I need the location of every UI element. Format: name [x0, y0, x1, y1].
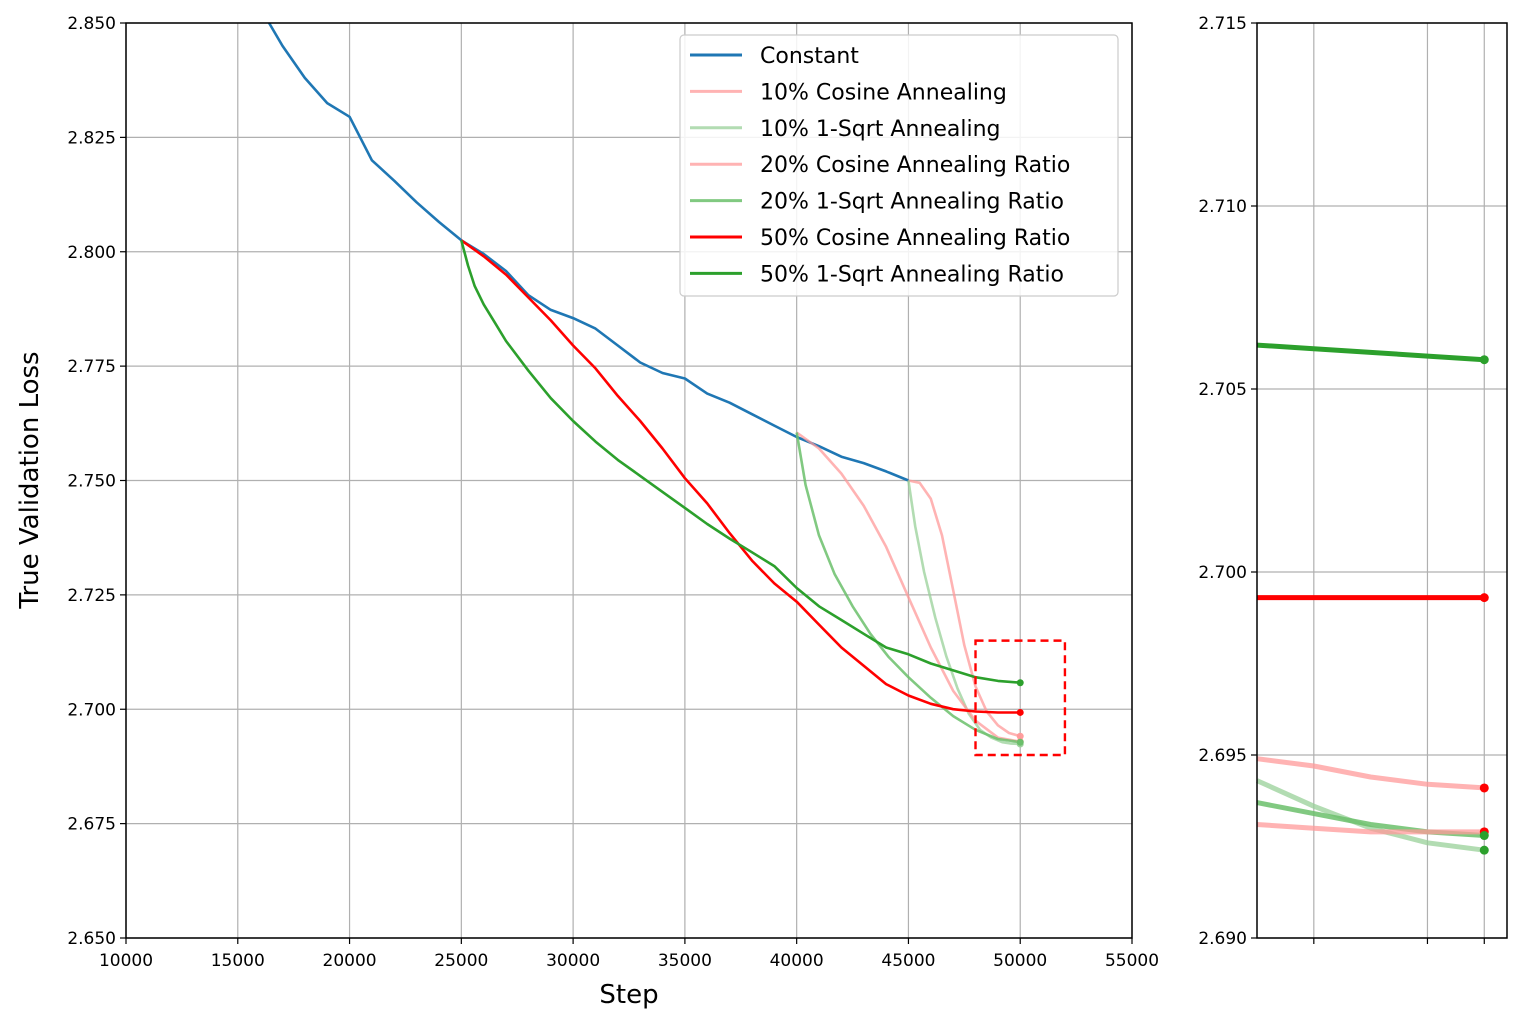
series-end-marker	[1016, 732, 1024, 740]
legend-label: 50% 1-Sqrt Annealing Ratio	[760, 262, 1064, 287]
zoom-y-tick-label: 2.710	[1198, 197, 1247, 217]
y-tick-label: 2.650	[67, 929, 116, 949]
zoom-panel: 2.690 2.695 2.700 2.705 2.710 2.715	[1198, 14, 1508, 949]
y-tick-label: 2.700	[67, 700, 116, 720]
zoom-ticks: 2.690 2.695 2.700 2.705 2.710 2.715	[1198, 14, 1485, 949]
series-line-1	[908, 479, 1021, 738]
y-axis-label: True Validation Loss	[15, 351, 45, 609]
legend-label: 50% Cosine Annealing Ratio	[760, 226, 1070, 251]
series-end-marker	[1016, 679, 1024, 687]
y-tick-label: 2.675	[67, 815, 116, 835]
x-tick-label: 40000	[770, 951, 824, 971]
zoom-end-marker	[1479, 845, 1489, 855]
series-line-3	[795, 431, 1021, 743]
zoom-series	[1255, 342, 1485, 853]
series-line-6	[460, 239, 1021, 684]
legend-label: 20% Cosine Annealing Ratio	[760, 153, 1070, 178]
series-line-5	[460, 239, 1021, 714]
zoom-end-marker	[1479, 831, 1489, 841]
zoom-series-line-0	[1256, 342, 1485, 363]
x-tick-label: 35000	[658, 951, 712, 971]
legend-label: 20% 1-Sqrt Annealing Ratio	[760, 190, 1064, 215]
zoom-y-tick-label: 2.695	[1198, 746, 1247, 766]
x-tick-label: 30000	[546, 951, 600, 971]
y-tick-label: 2.775	[67, 357, 116, 377]
zoom-box	[974, 639, 1067, 757]
legend-label: Constant	[760, 44, 859, 69]
main-markers	[1016, 679, 1024, 748]
main-series	[267, 23, 1021, 746]
legend: Constant 10% Cosine Annealing 10% 1-Sqrt A…	[679, 34, 1119, 297]
zoom-series-line-5	[1256, 822, 1485, 835]
zoom-y-tick-label: 2.715	[1198, 14, 1247, 34]
y-tick-label: 2.725	[67, 586, 116, 606]
main-panel: 10000 15000 20000 25000 30000 35000 40000 45000…	[15, 14, 1159, 1010]
x-tick-label: 55000	[1105, 951, 1159, 971]
series-end-marker	[1016, 708, 1024, 716]
x-tick-label: 25000	[434, 951, 488, 971]
x-tick-label: 50000	[993, 951, 1047, 971]
zoom-markers	[1479, 355, 1489, 855]
zoom-end-marker	[1479, 783, 1489, 793]
zoom-frame	[1256, 22, 1508, 939]
y-tick-label: 2.825	[67, 128, 116, 148]
legend-label: 10% Cosine Annealing	[760, 80, 1007, 105]
x-tick-label: 20000	[323, 951, 377, 971]
zoom-end-marker	[1479, 593, 1489, 603]
zoom-series-line-2	[1256, 756, 1485, 791]
zoom-series-line-3	[1255, 778, 1485, 853]
legend-label: 10% 1-Sqrt Annealing	[760, 117, 1001, 142]
x-tick-label: 15000	[211, 951, 265, 971]
x-tick-label: 45000	[881, 951, 935, 971]
y-tick-label: 2.850	[67, 14, 116, 34]
y-tick-label: 2.800	[67, 243, 116, 263]
series-end-marker	[1016, 738, 1024, 746]
zoom-y-tick-label: 2.705	[1198, 380, 1247, 400]
y-tick-label: 2.750	[67, 472, 116, 492]
zoom-y-tick-label: 2.690	[1198, 929, 1247, 949]
zoom-y-tick-label: 2.700	[1198, 563, 1247, 583]
x-axis-label: Step	[599, 980, 658, 1010]
x-tick-label: 10000	[99, 951, 153, 971]
zoom-grid	[1257, 22, 1507, 939]
legend-frame	[679, 34, 1119, 297]
zoom-end-marker	[1479, 355, 1489, 365]
series-line-2	[907, 480, 1021, 746]
main-ticks: 10000 15000 20000 25000 30000 35000 40000 45000…	[67, 14, 1159, 971]
